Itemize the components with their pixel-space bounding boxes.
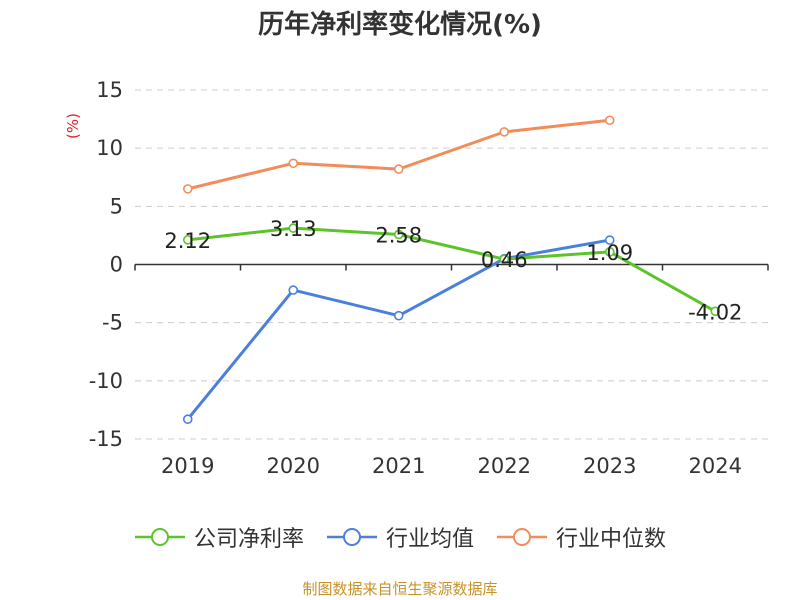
x-tick-label: 2023 — [583, 454, 636, 478]
data-point — [288, 285, 299, 295]
data-label: -4.02 — [688, 300, 742, 324]
x-tick-label: 2020 — [267, 454, 320, 478]
chart-title: 历年净利率变化情况(%) — [258, 10, 542, 40]
legend-swatch — [497, 528, 547, 546]
data-point — [288, 223, 299, 233]
x-tick-label: 2019 — [161, 454, 214, 478]
x-tick-label: 2022 — [478, 454, 531, 478]
legend-swatch — [134, 528, 185, 546]
data-point — [604, 247, 615, 257]
data-point — [288, 158, 299, 169]
y-tick-label: -5 — [102, 311, 123, 335]
series-line — [186, 238, 611, 421]
data-label: 1.09 — [586, 241, 633, 265]
chart-legend: 公司净利率 行业均值 行业中位数 — [0, 520, 800, 554]
data-point — [393, 229, 404, 240]
legend-item: 行业均值 — [326, 521, 474, 553]
data-label: 2.58 — [375, 223, 422, 247]
y-axis-label: (%) — [64, 113, 82, 139]
data-point — [393, 310, 404, 321]
y-tick-label: 0 — [110, 253, 123, 277]
data-point — [182, 184, 193, 194]
data-label: 2.12 — [164, 229, 211, 253]
data-point — [499, 254, 510, 264]
legend-label: 公司净利率 — [193, 527, 304, 552]
legend-swatch — [326, 528, 377, 546]
y-tick-label: 15 — [96, 78, 123, 102]
data-source-note: 制图数据来自恒生聚源数据库 — [302, 580, 498, 598]
series-line — [187, 226, 716, 313]
legend-item: 行业中位数 — [496, 521, 666, 553]
y-tick-label: 5 — [110, 194, 123, 218]
y-tick-label: -15 — [89, 427, 123, 451]
legend-label: 行业中位数 — [556, 527, 667, 552]
legend-item: 公司净利率 — [134, 521, 304, 553]
legend-label: 行业均值 — [385, 527, 474, 552]
y-tick-label: -10 — [89, 369, 123, 393]
data-point — [604, 115, 615, 126]
data-point — [182, 235, 193, 245]
data-point — [710, 306, 721, 317]
x-tick-label: 2024 — [689, 454, 742, 478]
y-tick-label: 10 — [96, 136, 123, 160]
data-label: 3.13 — [270, 217, 317, 241]
data-point — [393, 164, 404, 174]
data-point — [604, 235, 615, 245]
data-label: 0.46 — [481, 248, 528, 272]
series-line — [187, 118, 610, 191]
x-tick-label: 2021 — [372, 454, 425, 478]
data-point — [499, 127, 510, 137]
data-point — [182, 414, 193, 425]
